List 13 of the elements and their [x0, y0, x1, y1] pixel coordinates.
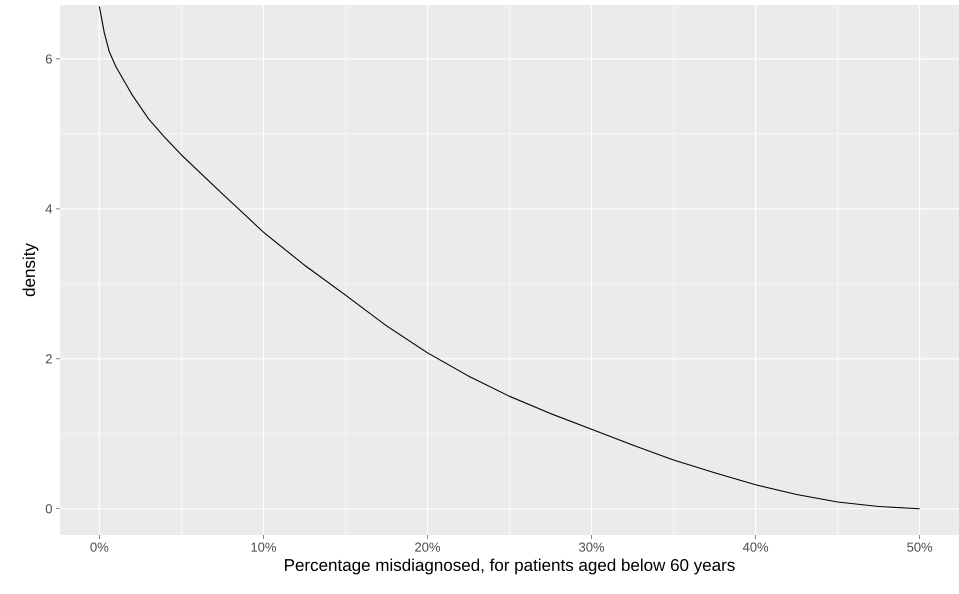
y-tick-label: 0 [46, 504, 52, 514]
x-tick-label: 0% [90, 542, 108, 552]
x-axis-title: Percentage misdiagnosed, for patients aged below 60 years [285, 558, 735, 574]
x-tick-label: 30% [579, 542, 604, 552]
y-axis-title: density [22, 243, 38, 296]
x-tick-label: 20% [415, 542, 440, 552]
x-tick-label: 50% [907, 542, 932, 552]
x-tick-label: 10% [251, 542, 276, 552]
y-tick-label: 2 [46, 354, 52, 364]
line-series [98, 6, 920, 510]
y-tick-label: 4 [46, 204, 52, 214]
x-tick-label: 40% [742, 542, 768, 552]
y-tick-label: 6 [46, 54, 52, 64]
